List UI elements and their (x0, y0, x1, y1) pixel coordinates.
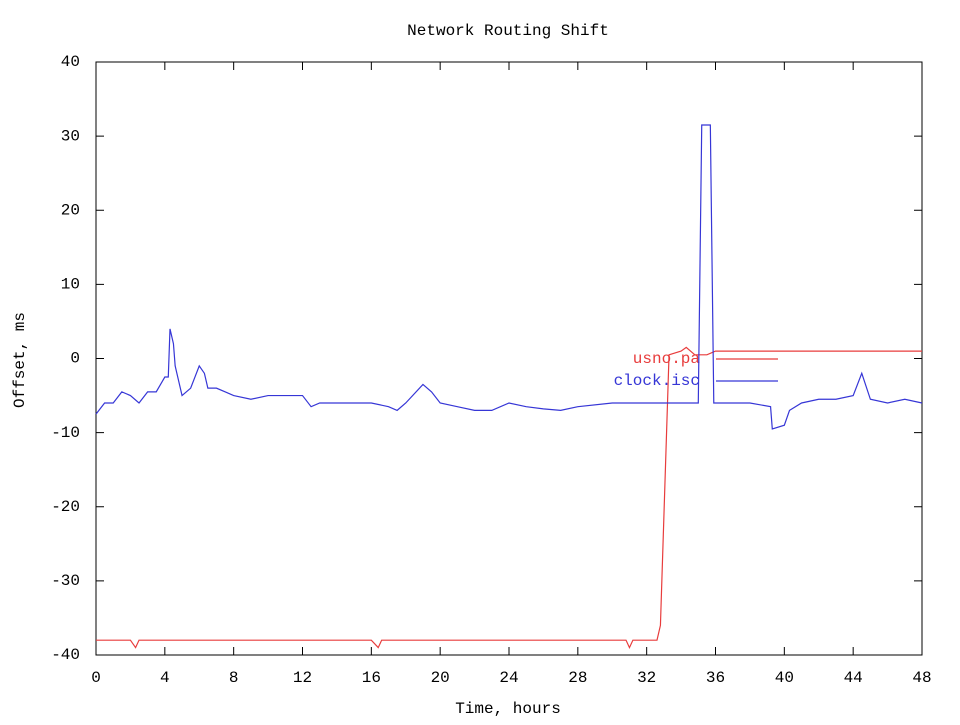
x-tick-label: 48 (912, 669, 931, 687)
x-tick-label: 16 (362, 669, 381, 687)
y-axis-label: Offset, ms (11, 312, 29, 408)
y-tick-label: -20 (51, 498, 80, 516)
y-tick-label: 10 (61, 276, 80, 294)
x-tick-label: 8 (229, 669, 239, 687)
y-tick-label: 20 (61, 201, 80, 219)
chart-title: Network Routing Shift (407, 22, 609, 40)
x-tick-label: 36 (706, 669, 725, 687)
y-tick-label: 30 (61, 127, 80, 145)
x-tick-label: 28 (568, 669, 587, 687)
y-tick-label: 40 (61, 53, 80, 71)
x-tick-label: 32 (637, 669, 656, 687)
x-tick-label: 44 (844, 669, 863, 687)
y-tick-label: -40 (51, 646, 80, 664)
series-line (95, 124, 923, 430)
legend-label: clock.isc (614, 372, 700, 390)
x-axis-label: Time, hours (455, 700, 561, 718)
legend-label: usno.pa (633, 350, 701, 368)
y-tick-label: -30 (51, 572, 80, 590)
x-tick-label: 24 (499, 669, 518, 687)
x-tick-label: 12 (293, 669, 312, 687)
x-tick-label: 40 (775, 669, 794, 687)
x-tick-label: 4 (160, 669, 170, 687)
series-line (96, 346, 922, 650)
y-tick-label: 0 (70, 350, 80, 368)
x-tick-label: 0 (91, 669, 101, 687)
x-tick-label: 20 (431, 669, 450, 687)
y-tick-label: -10 (51, 424, 80, 442)
